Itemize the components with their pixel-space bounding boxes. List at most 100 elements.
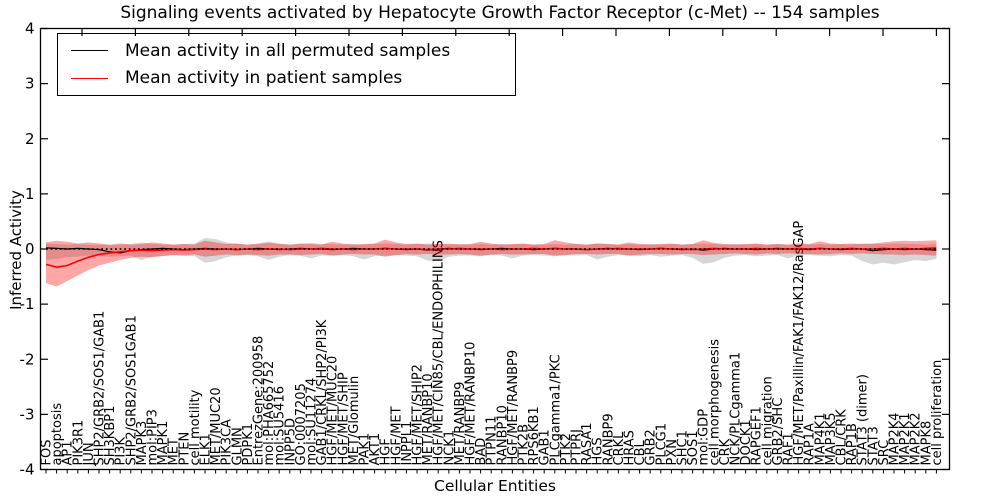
x-tick-label: HGF/MET/SHIP	[336, 372, 351, 465]
x-tick-labels: FOSapoptosisAP1PIK3R1JUNSHP2/GRB2/SOS1/G…	[40, 221, 945, 467]
x-tick-label: mol:PIP3	[146, 409, 161, 465]
y-ticks	[41, 27, 949, 471]
x-tick-label: HGF/MET/SHIP2	[411, 364, 426, 465]
patient-band	[46, 239, 937, 287]
x-tick-label: cell motility	[188, 389, 203, 465]
x-tick-label: RPS6KB1	[527, 406, 542, 465]
legend-label-permuted: Mean activity in all permuted samples	[125, 40, 451, 61]
legend-item-permuted: Mean activity in all permuted samples	[58, 41, 515, 61]
legend-line-sample-permuted	[71, 50, 108, 52]
axes-frame	[39, 27, 951, 471]
x-tick-label: CBL	[633, 440, 648, 466]
legend: Mean activity in all permuted samples Me…	[57, 33, 516, 96]
x-tick-label: HGF	[379, 438, 394, 465]
x-tick-label: EntrezGene:200958	[252, 336, 267, 466]
x-tick-label: HGF/MET/MUC20	[326, 356, 341, 466]
x-tick-label: HGS	[591, 437, 606, 465]
y-tick-label: 1	[25, 185, 35, 203]
x-tick-label: HRAS	[623, 430, 638, 465]
x-tick-label: PLCgamma1/PKC	[548, 354, 563, 465]
y-tick-label: 2	[25, 130, 35, 148]
x-ticks-bottom	[45, 469, 937, 474]
x-tick-label: PTEN	[177, 432, 192, 466]
x-tick-label: PIK3R1	[71, 420, 86, 466]
y-tick-label: -4	[20, 461, 35, 479]
x-tick-label: ELK1	[199, 433, 214, 465]
x-tick-label: MAP4K1	[813, 412, 828, 465]
x-tick-label: mol:SU5416	[273, 386, 288, 465]
x-tick-label: PTPN11	[485, 416, 500, 466]
y-tick-label: -2	[20, 350, 35, 368]
x-tick-label: RANBP10	[495, 405, 510, 465]
x-tick-label: GLMN	[230, 427, 245, 465]
x-tick-label: cell morphogenesis	[707, 339, 722, 466]
y-tick-label: -1	[20, 295, 35, 313]
y-tick-labels: 4 3 2 1 0 -1 -2 -3 -4	[20, 20, 35, 479]
x-tick-label: mol:PHA665752	[262, 361, 277, 466]
x-tick-label: HGF/MET/RANBP9	[506, 350, 521, 466]
x-tick-label: PIK3CA	[220, 419, 235, 466]
x-tick-label: cell migration	[760, 376, 775, 465]
legend-line-sample-patient	[71, 77, 108, 79]
x-tick-label: MET/Glomulin	[347, 376, 362, 466]
x-tick-label: SH3KBP1	[103, 406, 118, 466]
x-tick-label: SRC	[877, 440, 892, 466]
x-tick-label: HGF/MET/RANBP10	[464, 342, 479, 466]
x-tick-label: BAD	[474, 438, 489, 466]
x-tick-label: CRK	[718, 438, 733, 465]
legend-item-patient: Mean activity in patient samples	[58, 68, 515, 88]
x-tick-label: HGF/MET/Paxillin/FAK1/FAK12/RasGAP	[792, 221, 807, 466]
x-tick-label: FOS	[40, 440, 55, 466]
x-tick-label: JUN	[82, 442, 97, 466]
x-tick-label: DOCK1	[739, 419, 754, 465]
x-tick-label: MET/MUC20	[209, 387, 224, 465]
x-tick-label: INPPL1	[400, 421, 415, 466]
x-tick-label: GAB1/CRKL/SHP2/PI3K	[315, 319, 330, 465]
y-tick-label: 4	[25, 20, 35, 38]
x-tick-label: MAP2K2	[909, 412, 924, 465]
x-tick-label: NCK/PLCgamma1	[729, 352, 744, 466]
x-tick-label: GRB2	[644, 429, 659, 465]
x-tick-label: SHC1	[676, 430, 691, 465]
chart-title: Signaling events activated by Hepatocyte…	[120, 3, 880, 23]
x-tick-label: cell proliferation	[930, 360, 945, 466]
x-tick-label: PI3K	[114, 437, 129, 466]
x-tick-label: mol:GDP	[697, 409, 712, 466]
x-tick-label: HGF/MET/CIN85/CBL/ENDOPHILINS	[432, 240, 447, 465]
x-tick-label: MET/RANBP10	[421, 373, 436, 465]
x-tick-label: GAB1	[538, 429, 553, 465]
x-tick-label: apoptosis	[50, 403, 65, 466]
y-tick-label: -3	[20, 405, 35, 423]
x-tick-label: RAP1A	[803, 423, 818, 466]
x-tick-label: MAPK8	[919, 421, 934, 466]
x-tick-label: GO:0007205	[294, 383, 309, 465]
x-tick-label: RANBP9	[601, 413, 616, 465]
x-tick-label: AKT1	[368, 433, 383, 466]
x-tick-label: PLCG1	[654, 423, 669, 466]
x-tick-label: RAPGEF1	[750, 406, 765, 465]
x-tick-label: PTPRJ	[570, 429, 585, 466]
x-ticks-top	[81, 29, 938, 36]
legend-label-patient: Mean activity in patient samples	[125, 68, 403, 89]
x-tick-label: RAP1B	[845, 423, 860, 465]
x-tick-label: PDPK1	[241, 423, 256, 466]
x-tick-label: CBL/CRK	[835, 409, 850, 466]
x-tick-label: RAF1	[782, 432, 797, 465]
x-tick-label: INPP5D	[283, 418, 298, 466]
x-tick-label: MET/RANBP9	[453, 382, 468, 466]
x-tick-label: HGF/MET	[389, 406, 404, 465]
y-tick-label: 3	[25, 75, 35, 93]
x-tick-label: SHP2/GRB2/SOS1/GAB1	[93, 311, 108, 466]
x-tick-label: AP1	[61, 440, 76, 465]
x-axis-label: Cellular Entities	[434, 477, 556, 495]
x-tick-label: MAP3K5	[824, 412, 839, 465]
x-tick-label: MAPK3	[135, 421, 150, 466]
x-tick-label: PXN	[665, 439, 680, 465]
x-tick-label: mol:SU11274	[305, 378, 320, 466]
y-tick-label: 0	[25, 240, 35, 258]
x-tick-label: STAT3 (dimer)	[856, 374, 871, 465]
x-tick-label: MAP2K1	[898, 412, 913, 465]
permuted-band	[46, 238, 937, 265]
